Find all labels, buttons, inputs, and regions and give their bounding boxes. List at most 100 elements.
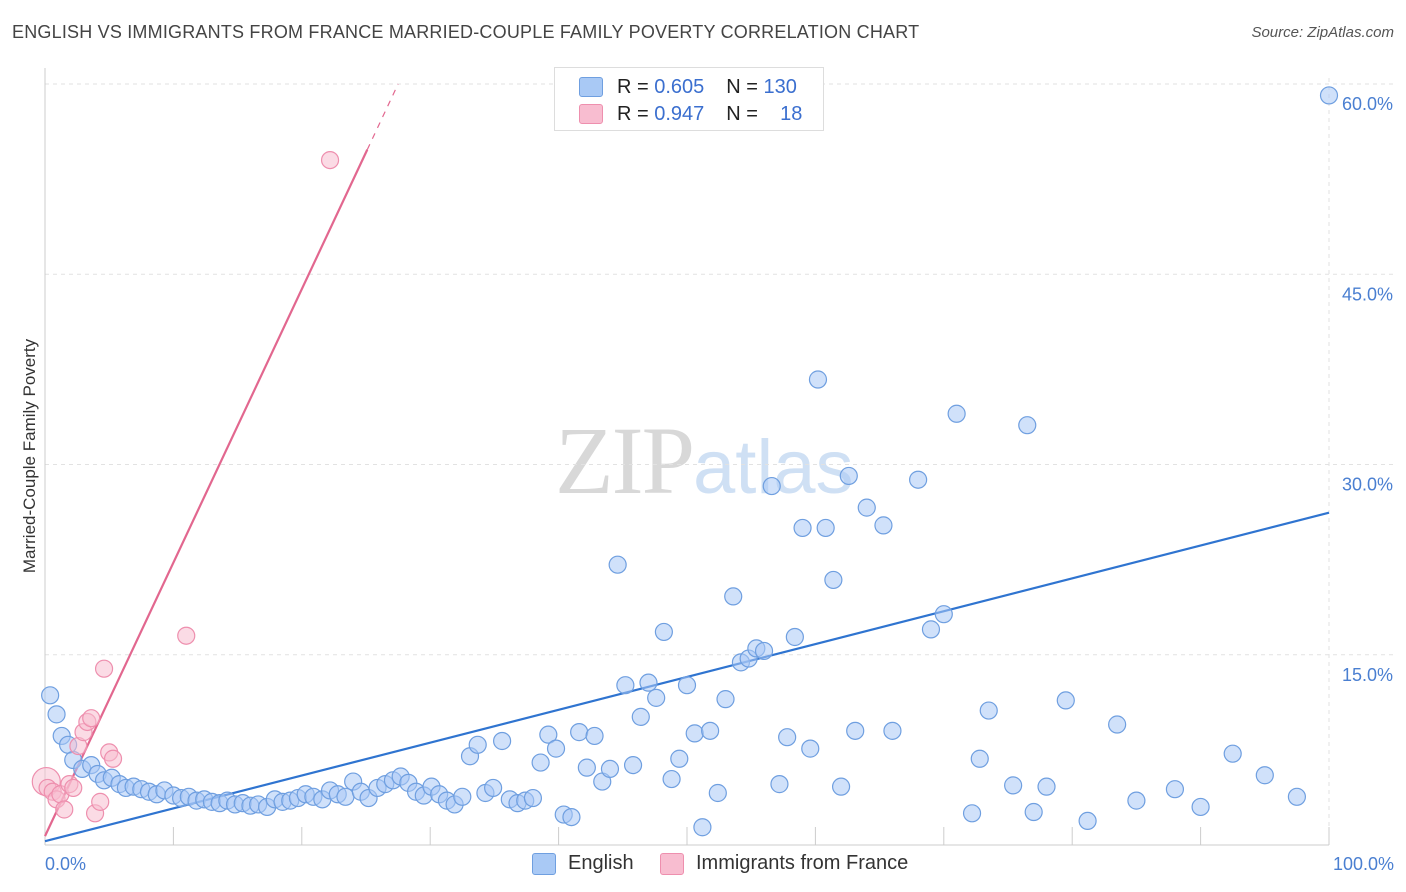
english-point — [623, 755, 643, 775]
english-point — [639, 673, 658, 692]
watermark: ZIPatlas — [555, 405, 854, 516]
english-point — [1018, 416, 1037, 435]
france-r-label: R = — [617, 102, 649, 125]
english-point — [793, 518, 812, 538]
legend-row-france: R = 0.947 N = 18 — [579, 100, 802, 128]
english-point — [716, 690, 735, 709]
english-point — [631, 707, 650, 726]
english-point — [970, 749, 989, 768]
english-point — [778, 728, 797, 747]
english-point — [701, 721, 720, 740]
english-point — [801, 739, 820, 758]
france-point — [64, 778, 83, 798]
english-point — [1004, 776, 1023, 795]
france-point — [55, 800, 74, 819]
series-legend: English Immigrants from France — [0, 852, 1406, 878]
english-point — [546, 739, 566, 758]
axes — [44, 68, 1330, 846]
english-point — [839, 466, 858, 486]
france-point — [320, 151, 340, 170]
english-swatch — [579, 77, 603, 97]
english-point — [1165, 780, 1185, 799]
english-point — [670, 749, 689, 768]
correlation-legend: R = 0.605 N = 130 R = 0.947 N = 18 — [554, 67, 824, 131]
france-trend-extension — [366, 83, 399, 150]
english-point — [685, 724, 704, 743]
english-point — [693, 818, 712, 837]
france-swatch — [579, 104, 603, 124]
france-point — [103, 749, 123, 768]
grid-lines — [45, 78, 1395, 845]
france-r-value: 0.947 — [654, 102, 705, 125]
english-point — [883, 721, 902, 740]
english-point — [1108, 715, 1127, 734]
english-point — [47, 705, 66, 724]
english-point — [824, 570, 843, 590]
france-legend-swatch — [660, 852, 684, 875]
english-point — [816, 518, 835, 538]
english-point — [909, 470, 928, 489]
france-point — [82, 709, 101, 728]
watermark-zip: ZIP — [555, 407, 695, 514]
france-legend-label: Immigrants from France — [696, 852, 909, 874]
english-point — [539, 725, 558, 744]
english-point — [762, 476, 781, 496]
english-point — [947, 404, 966, 423]
english-point — [484, 778, 503, 798]
english-point — [1287, 787, 1307, 806]
legend-row-english: R = 0.605 N = 130 — [579, 73, 797, 101]
english-point — [336, 787, 355, 806]
english-point — [846, 721, 865, 740]
english-point — [41, 686, 60, 705]
english-point — [1319, 86, 1339, 105]
english-point — [1127, 791, 1146, 810]
english-legend-label: English — [568, 852, 634, 874]
english-point — [979, 701, 998, 720]
english-point — [785, 627, 804, 647]
english-point — [562, 807, 581, 827]
english-point — [600, 759, 620, 779]
english-point — [1078, 811, 1097, 831]
english-point — [1037, 777, 1056, 796]
english-point — [453, 787, 472, 806]
france-point — [177, 626, 196, 645]
english-point — [708, 783, 727, 803]
y-tick-label: 45.0% — [1342, 284, 1393, 304]
english-n-value: 130 — [763, 75, 797, 98]
france-point — [94, 659, 114, 678]
english-point — [921, 620, 941, 639]
english-point — [523, 788, 543, 808]
france-n-value: 18 — [780, 102, 803, 125]
france-n-label: N = — [726, 102, 758, 125]
english-point — [770, 775, 789, 794]
english-r-label: R = — [617, 75, 649, 98]
english-point — [531, 753, 550, 772]
english-point — [468, 735, 487, 754]
english-point — [962, 804, 982, 823]
english-point — [608, 555, 627, 574]
english-point — [857, 498, 876, 517]
chart-title: ENGLISH VS IMMIGRANTS FROM FRANCE MARRIE… — [12, 22, 920, 42]
english-point — [647, 688, 666, 707]
legend-item-english[interactable]: English — [532, 852, 634, 875]
france-trend-line — [44, 149, 369, 837]
english-point — [570, 723, 589, 742]
x-tick-label: 0.0% — [45, 854, 86, 874]
english-point — [654, 622, 673, 642]
english-point — [577, 758, 596, 777]
english-point — [831, 777, 851, 796]
tick-labels: 15.0% 30.0% 45.0% 60.0% 0.0% 100.0% — [45, 94, 1394, 874]
legend-item-france[interactable]: Immigrants from France — [660, 852, 908, 875]
english-point — [808, 370, 828, 389]
trend-lines — [44, 83, 1330, 843]
english-n-label: N = — [726, 75, 758, 98]
english-point — [1056, 691, 1075, 710]
english-point — [677, 676, 697, 695]
english-point — [874, 516, 893, 535]
x-tick-label: 100.0% — [1333, 854, 1394, 874]
english-point — [724, 587, 743, 606]
watermark-atlas: atlas — [693, 425, 854, 510]
english-point — [585, 726, 604, 746]
source-label: Source: ZipAtlas.com — [1251, 24, 1394, 41]
